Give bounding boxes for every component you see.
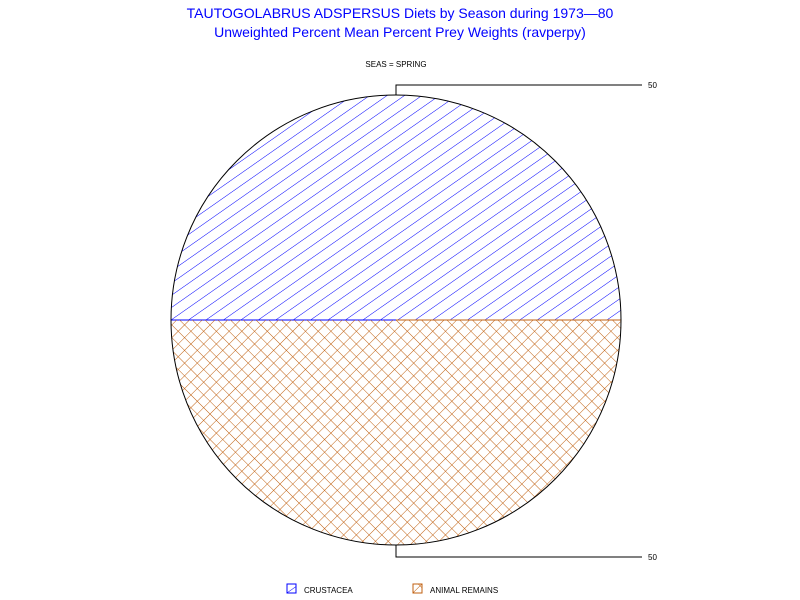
pie-slice-animal-remains	[171, 320, 621, 545]
slice-value-label: 50	[648, 553, 657, 562]
slice-value-label: 50	[648, 81, 657, 90]
chart-title: TAUTOGOLABRUS ADSPERSUS Diets by Season …	[186, 5, 614, 21]
label-leader-line	[395, 84, 642, 95]
pie-outline	[170, 94, 622, 546]
legend-label: CRUSTACEA	[304, 586, 353, 595]
group-label: SEAS = SPRING	[365, 60, 426, 69]
label-leader-line	[395, 545, 642, 558]
legend-label: ANIMAL REMAINS	[430, 586, 498, 595]
chart-subtitle: Unweighted Percent Mean Percent Prey Wei…	[214, 24, 586, 40]
legend-swatch	[412, 583, 423, 594]
legend-swatch	[286, 583, 297, 594]
pie-slice-crustacea	[171, 95, 621, 320]
